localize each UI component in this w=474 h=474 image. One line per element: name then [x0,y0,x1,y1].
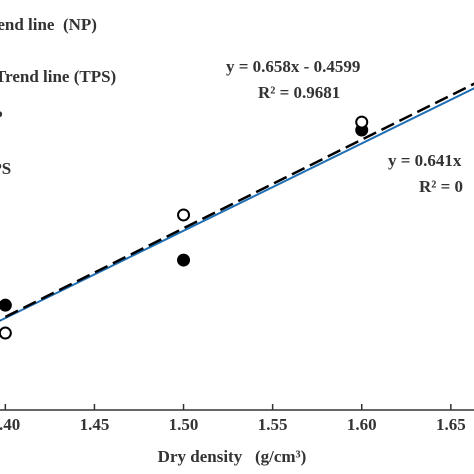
legend-label: Trend line (TPS) [0,67,116,86]
point [177,208,191,222]
x-axis-label: Dry density (g/cm³) [158,447,307,466]
x-tick-label: 1.40 [0,415,20,434]
legend-label: Trend line (NP) [0,15,97,34]
trend-line [0,82,474,321]
annotation: y = 0.641x [388,151,462,170]
x-tick-label: 1.55 [258,415,288,434]
x-tick-label: 1.65 [436,415,466,434]
point [0,326,12,340]
point [0,298,12,312]
point [355,115,369,129]
annotation: R² = 0 [419,177,463,196]
legend-label: NP [0,107,3,126]
annotation: y = 0.658x - 0.4599 [226,57,360,76]
x-tick-label: 1.45 [80,415,110,434]
x-tick-label: 1.50 [169,415,199,434]
trend-line [0,87,474,322]
legend-label: TPS [0,159,11,178]
x-tick-label: 1.60 [347,415,377,434]
annotation: R² = 0.9681 [258,83,340,102]
point [177,253,191,267]
